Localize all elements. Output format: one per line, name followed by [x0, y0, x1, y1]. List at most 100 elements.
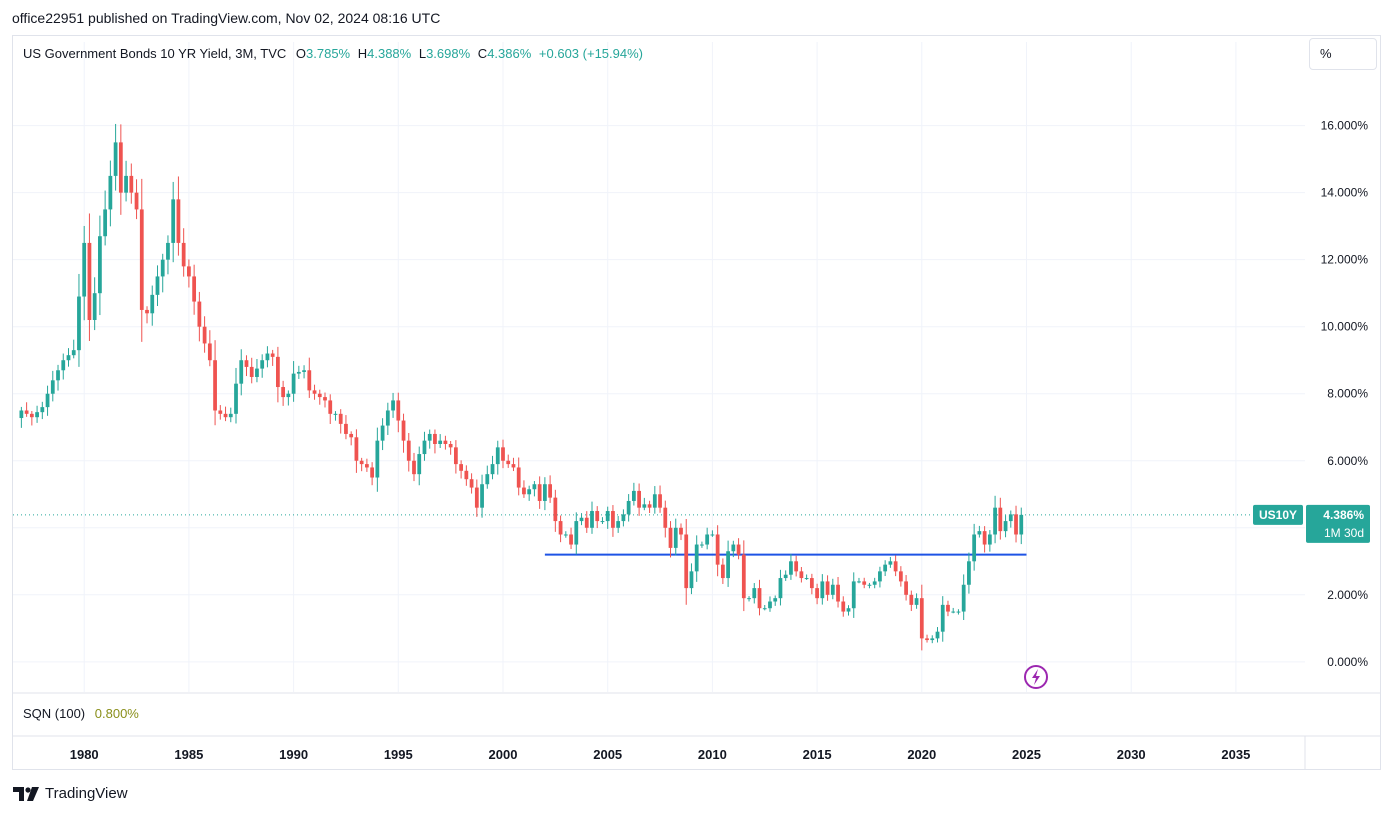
- candle-up: [333, 413, 338, 415]
- candle-up: [427, 433, 432, 441]
- price-tick-label: 14.000%: [1321, 186, 1369, 200]
- candle-up: [616, 521, 621, 528]
- candle-up: [631, 490, 636, 501]
- candle-down: [909, 594, 914, 605]
- candle-up: [579, 517, 584, 522]
- candle-up: [296, 371, 301, 374]
- brand-name: TradingView: [45, 785, 128, 802]
- time-axis: 1980 1985 1990 1995 2000 2005 2010 2015 2020 2025…: [70, 747, 1251, 762]
- candle-down: [187, 266, 191, 277]
- candle-up: [673, 527, 678, 548]
- candle-down: [202, 326, 207, 344]
- candle-up: [762, 608, 767, 610]
- candle-up: [532, 484, 537, 490]
- candle-down: [919, 598, 924, 639]
- candle-up: [830, 584, 835, 595]
- candle-up: [993, 507, 997, 535]
- candle-down: [474, 487, 479, 508]
- candle-down: [244, 360, 249, 367]
- candle-up: [255, 368, 259, 377]
- published-caption: office22951 published on TradingView.com…: [12, 10, 441, 26]
- candle-up: [710, 534, 715, 536]
- candle-up: [40, 407, 45, 413]
- candle-up: [1003, 521, 1008, 532]
- candle-down: [668, 527, 673, 548]
- candle-up: [160, 259, 165, 277]
- price-tick-label: 16.000%: [1321, 119, 1369, 133]
- candle-down: [741, 554, 746, 599]
- candle-up: [642, 504, 647, 508]
- candle-down: [354, 437, 359, 461]
- candle-up: [45, 393, 50, 408]
- candle-down: [139, 209, 144, 310]
- time-tick-label: 1995: [384, 747, 413, 762]
- candle-down: [281, 387, 286, 398]
- candle-up: [987, 534, 992, 545]
- candle-up: [940, 604, 945, 632]
- candle-down: [24, 410, 29, 414]
- legend-change: +0.603 (+15.94%): [538, 46, 643, 61]
- tradingview-brand[interactable]: TradingView: [13, 785, 128, 802]
- candle-up: [705, 534, 710, 545]
- candle-up: [490, 464, 495, 475]
- candle-down: [825, 581, 830, 595]
- candle-down: [506, 460, 511, 465]
- time-tick-label: 2030: [1117, 747, 1146, 762]
- candle-up: [590, 511, 594, 528]
- horizontal-support-line: [13, 514, 1305, 556]
- candle-up: [171, 199, 176, 243]
- price-badge: US10Y 4.386% 1M 30d: [1253, 504, 1370, 543]
- candle-up: [291, 373, 296, 394]
- candle-down: [569, 534, 573, 545]
- percent-scale-button[interactable]: %: [1309, 38, 1377, 70]
- legend-low-label: L: [418, 46, 427, 61]
- lightning-alert-icon[interactable]: [1024, 665, 1048, 689]
- legend-open-value: 3.785%: [306, 46, 351, 61]
- candle-up: [527, 489, 532, 495]
- candle-down: [307, 370, 312, 391]
- candle-down: [658, 494, 662, 508]
- legend-title: US Government Bonds 10 YR Yield, 3M, TVC: [23, 46, 287, 61]
- price-badge-countdown: 1M 30d: [1324, 526, 1364, 540]
- candle-up: [71, 350, 76, 356]
- candle-down: [809, 578, 814, 589]
- candle-down: [558, 521, 563, 535]
- candles: [19, 123, 1024, 651]
- candle-down: [841, 601, 846, 612]
- symbol-badge: [1253, 504, 1303, 525]
- time-tick-label: 2020: [907, 747, 936, 762]
- candle-up: [480, 484, 484, 508]
- candle-down: [522, 487, 526, 495]
- grid-lines: [13, 42, 1381, 770]
- time-tick-label: 2000: [489, 747, 518, 762]
- candle-down: [118, 142, 123, 193]
- candle-down: [317, 393, 322, 398]
- candle-down: [553, 497, 558, 522]
- candle-down: [794, 561, 799, 572]
- candle-down: [396, 400, 401, 421]
- candle-down: [548, 484, 552, 498]
- candle-down: [338, 413, 343, 424]
- symbol-legend[interactable]: US Government Bonds 10 YR Yield, 3M, TVC…: [23, 46, 643, 61]
- candle-up: [1019, 514, 1024, 535]
- price-tick-label: 12.000%: [1321, 253, 1369, 267]
- candle-down: [443, 440, 448, 444]
- candle-down: [611, 511, 615, 528]
- candle-up: [82, 242, 87, 297]
- symbol-badge-text: US10Y: [1259, 508, 1297, 522]
- price-badge-box: [1306, 504, 1370, 543]
- candle-up: [626, 500, 631, 515]
- candle-down: [312, 390, 317, 394]
- candle-down: [433, 433, 437, 444]
- candle-down: [459, 464, 464, 471]
- candle-up: [778, 578, 783, 599]
- candle-down: [412, 460, 416, 475]
- candle-up: [846, 608, 851, 612]
- candle-down: [270, 353, 275, 357]
- sqn-indicator-legend[interactable]: SQN (100) 0.800%: [23, 706, 139, 721]
- candle-down: [663, 507, 668, 528]
- candle-down: [365, 464, 369, 468]
- candle-up: [752, 588, 757, 599]
- candle-up: [961, 584, 966, 612]
